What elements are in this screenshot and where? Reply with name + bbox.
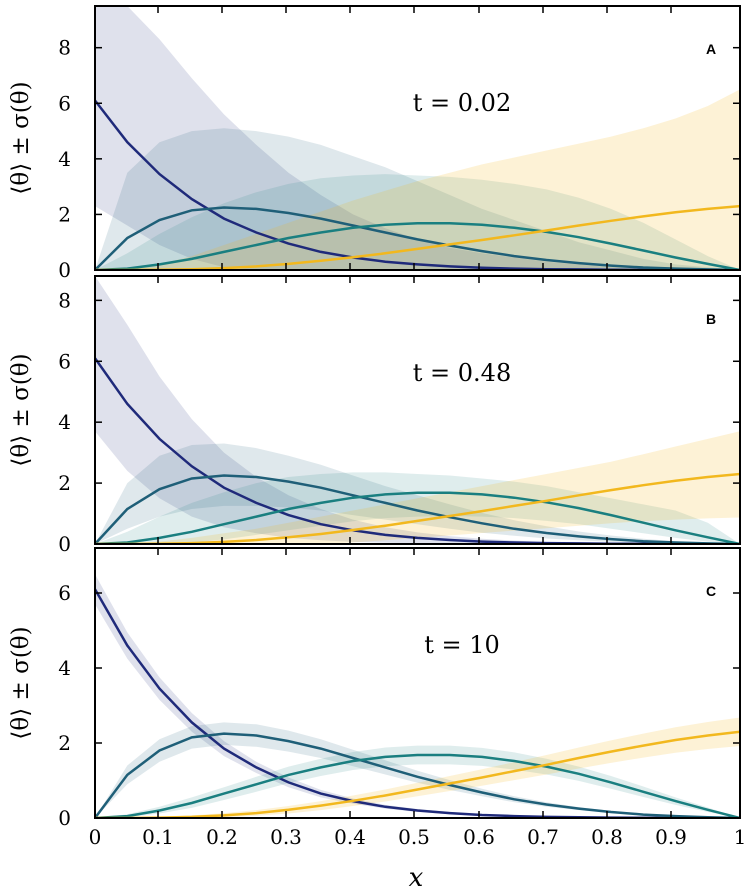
panel-frame [94, 275, 741, 545]
panel-a: 0 2 4 6 8 ⟨θ⟩ ± σ(θ) At = 0.02 [8, 5, 741, 282]
x-tick-label: 0 [89, 825, 102, 849]
series2-line [95, 474, 740, 544]
series1-band [95, 6, 740, 270]
y-tick-label: 2 [58, 731, 71, 755]
plot-area [95, 6, 740, 270]
series2-line [95, 732, 740, 818]
x-tick-label: 0.8 [591, 825, 623, 849]
panel-c: 0 2 4 6 ⟨θ⟩ ± σ(θ) Ct = 10 [8, 547, 741, 830]
time-annotation: t = 0.48 [413, 359, 511, 387]
y-axis-label: ⟨θ⟩ ± σ(θ) [8, 81, 34, 194]
series4-band [95, 717, 740, 818]
y-tick-label: 0 [58, 806, 71, 830]
x-tick-label: 0.5 [398, 825, 430, 849]
y-axis-label: ⟨θ⟩ ± σ(θ) [8, 353, 34, 466]
time-annotation: t = 10 [424, 631, 500, 659]
y-axis-label: ⟨θ⟩ ± σ(θ) [8, 626, 34, 739]
series2-line [95, 206, 740, 270]
panel-letter: C [706, 583, 716, 599]
panel-frame [94, 547, 741, 819]
series2-band [95, 128, 740, 270]
y-tick-label: 6 [58, 91, 71, 115]
x-tick-label: 0.9 [655, 825, 687, 849]
y-tick-label: 2 [58, 202, 71, 226]
plot-area [95, 574, 740, 818]
y-tick-label: 0 [58, 258, 71, 282]
x-tick-label: 0.1 [142, 825, 174, 849]
series4-line [95, 730, 740, 818]
series3-line [95, 753, 740, 818]
panels-group: 0 2 4 6 8 ⟨θ⟩ ± σ(θ) At = 0.02 0 2 4 6 8 ⟨θ⟩ ± σ(θ) B… [8, 5, 747, 849]
series4-band [95, 431, 740, 544]
x-tick-label: 0.7 [527, 825, 559, 849]
y-tick-label: 2 [58, 471, 71, 495]
y-tick-label: 0 [58, 532, 71, 556]
x-tick-label: 0.2 [206, 825, 238, 849]
x-tick-label: 0.3 [270, 825, 302, 849]
y-tick-label: 6 [58, 349, 71, 373]
series4-line [95, 204, 740, 270]
series3-line [95, 222, 740, 270]
x-tick-label: 0.4 [334, 825, 366, 849]
y-tick-label: 8 [58, 36, 71, 60]
series2-band [95, 722, 740, 818]
y-tick-label: 4 [58, 147, 71, 171]
series2-band [95, 443, 740, 544]
x-axis-label: x [409, 863, 424, 893]
y-tick-label: 6 [58, 581, 71, 605]
panel-frame [94, 5, 741, 271]
series3-band [95, 472, 740, 544]
plot-area [95, 276, 740, 544]
y-tick-label: 8 [58, 288, 71, 312]
x-tick-label: 0.6 [463, 825, 495, 849]
x-tick-labels: 0 0.1 0.2 0.3 0.4 0.5 0.6 0.7 0.8 0.9 1 [89, 825, 747, 849]
y-tick-label: 4 [58, 656, 71, 680]
y-tick-label: 4 [58, 410, 71, 434]
panel-letter: B [706, 311, 716, 327]
panel-b: 0 2 4 6 8 ⟨θ⟩ ± σ(θ) Bt = 0.48 [8, 275, 741, 556]
x-tick-label: 1 [734, 825, 747, 849]
time-annotation: t = 0.02 [413, 89, 511, 117]
series4-line [95, 472, 740, 544]
series3-line [95, 491, 740, 544]
panel-letter: A [706, 41, 716, 57]
